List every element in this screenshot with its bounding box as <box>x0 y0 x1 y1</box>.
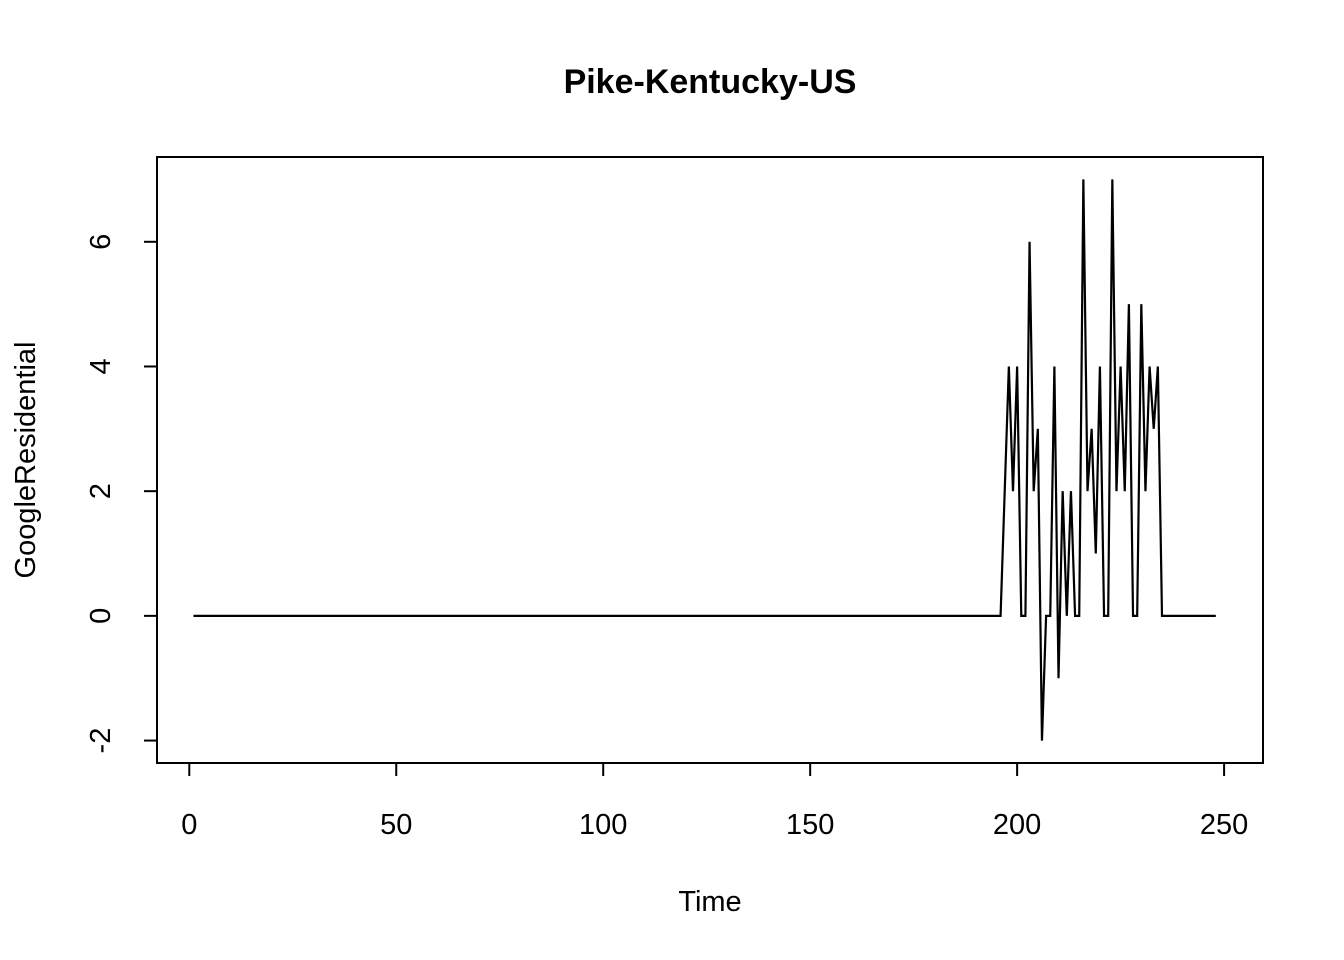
chart-title: Pike-Kentucky-US <box>564 63 857 101</box>
y-tick-label: 2 <box>85 483 117 499</box>
x-tick-label: 100 <box>579 809 627 841</box>
y-axis: -2 0 2 4 6 <box>85 234 158 754</box>
y-tick-label: 6 <box>85 234 117 250</box>
y-axis-label: GoogleResidential <box>10 342 42 579</box>
x-tick-label: 50 <box>380 809 412 841</box>
x-tick-label: 0 <box>181 809 197 841</box>
x-axis: 0 50 100 150 200 250 <box>181 762 1248 841</box>
x-tick-label: 150 <box>786 809 834 841</box>
x-tick-label: 200 <box>993 809 1041 841</box>
x-axis-label: Time <box>678 886 741 918</box>
series-line <box>193 179 1216 741</box>
x-tick-label: 250 <box>1200 809 1248 841</box>
y-tick-label: 0 <box>85 608 117 624</box>
y-tick-label: -2 <box>85 728 117 754</box>
y-tick-label: 4 <box>85 358 117 374</box>
series-layer <box>193 179 1216 741</box>
